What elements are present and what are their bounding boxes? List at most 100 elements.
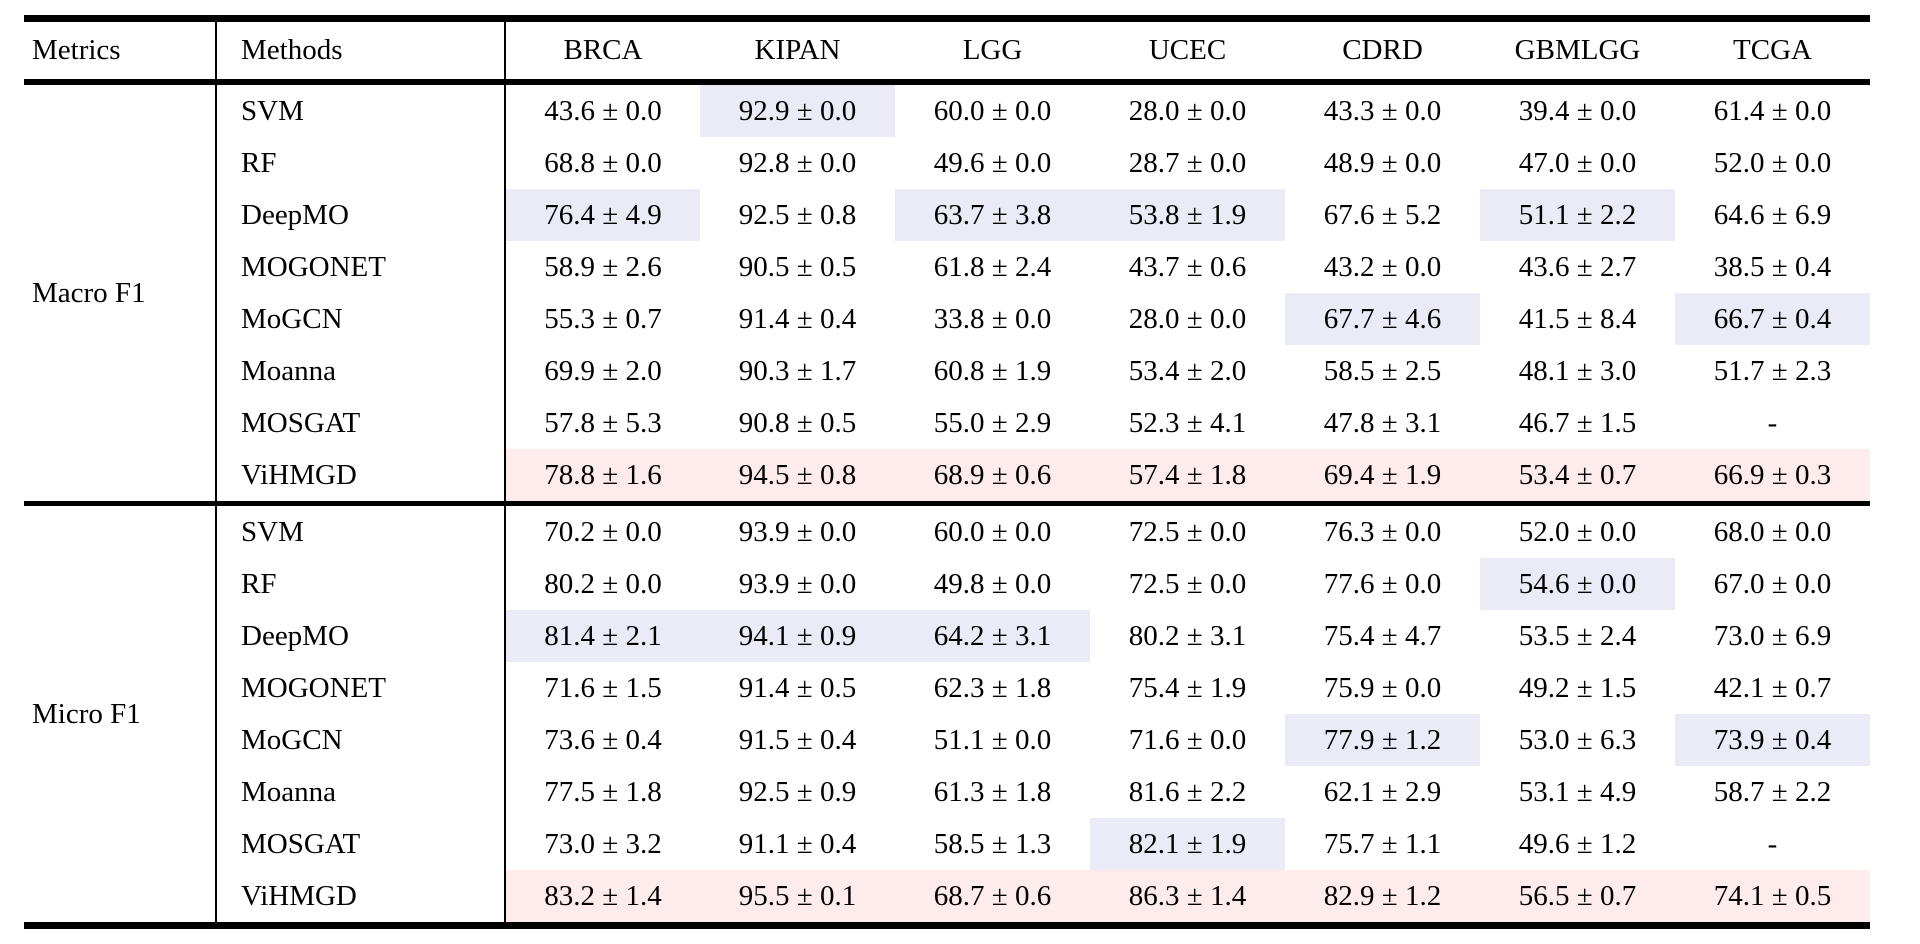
score-cell: 78.8 ± 1.6	[505, 449, 700, 504]
score-cell: 83.2 ± 1.4	[505, 870, 700, 926]
score-cell: 73.9 ± 0.4	[1675, 714, 1870, 766]
table-row: Micro F1 SVM 70.2 ± 0.0 93.9 ± 0.0 60.0 ± 0.…	[24, 501, 1870, 926]
score-cell: 28.7 ± 0.0	[1128, 146, 1247, 179]
table-row: MOGONET 71.6 ± 1.5 91.4 ± 0.5 62.3 ± 1.8 75.…	[24, 662, 1870, 714]
score-cell: 77.6 ± 0.0	[1323, 567, 1442, 600]
table-row: MOGONET 58.9 ± 2.6 90.5 ± 0.5 61.8 ± 2.4 43.…	[24, 241, 1870, 293]
method-name: MoGCN	[216, 293, 506, 345]
table-row: ViHMGD 83.2 ± 1.4 95.5 ± 0.1 68.7 ± 0.6 86.3…	[24, 870, 1870, 926]
score-cell: 49.8 ± 0.0	[933, 567, 1052, 600]
method-name: Moanna	[216, 345, 506, 397]
score-cell: 43.7 ± 0.6	[1128, 250, 1247, 283]
score-cell: -	[1767, 406, 1778, 439]
score-cell: 53.8 ± 1.9	[1090, 189, 1285, 241]
table-row: RF 68.8 ± 0.0 92.8 ± 0.0 49.6 ± 0.0 28.7 ± 0…	[24, 137, 1870, 189]
col-header-gbmlgg: GBMLGG	[1480, 18, 1675, 85]
score-cell: 53.4 ± 0.7	[1480, 449, 1675, 504]
score-cell: 72.5 ± 0.0	[1128, 567, 1247, 600]
score-cell: 80.2 ± 3.1	[1128, 619, 1247, 652]
score-cell: 58.5 ± 2.5	[1323, 354, 1442, 387]
score-cell: 81.6 ± 2.2	[1128, 775, 1247, 808]
score-cell: 54.6 ± 0.0	[1480, 558, 1675, 610]
score-cell: 73.0 ± 3.2	[544, 827, 662, 860]
score-cell: 64.6 ± 6.9	[1713, 198, 1832, 231]
score-cell: 69.4 ± 1.9	[1285, 449, 1480, 504]
method-name: MOGONET	[216, 241, 506, 293]
header-row: Metrics Methods BRCA KIPAN LGG UCEC CDRD…	[24, 18, 1870, 85]
table-header: Metrics Methods BRCA KIPAN LGG UCEC CDRD…	[24, 18, 1870, 85]
score-cell: 53.4 ± 2.0	[1128, 354, 1247, 387]
col-header-kipan: KIPAN	[700, 18, 895, 85]
score-cell: 53.0 ± 6.3	[1518, 723, 1637, 756]
score-cell: 75.9 ± 0.0	[1323, 671, 1442, 704]
micro-f1-section: Micro F1 SVM 70.2 ± 0.0 93.9 ± 0.0 60.0 ± 0.…	[24, 501, 1870, 926]
score-cell: 68.0 ± 0.0	[1675, 501, 1870, 558]
score-cell: 67.0 ± 0.0	[1713, 567, 1832, 600]
metric-label: Micro F1	[24, 501, 217, 926]
score-cell: 52.0 ± 0.0	[1713, 146, 1832, 179]
metric-label: Macro F1	[24, 82, 217, 504]
score-cell: 38.5 ± 0.4	[1713, 250, 1832, 283]
score-cell: 94.5 ± 0.8	[700, 449, 895, 504]
score-cell: 51.1 ± 2.2	[1480, 189, 1675, 241]
score-cell: 95.5 ± 0.1	[700, 870, 895, 926]
score-cell: 67.7 ± 4.6	[1285, 293, 1480, 345]
score-cell: 63.7 ± 3.8	[895, 189, 1090, 241]
score-cell: 80.2 ± 0.0	[544, 567, 662, 600]
score-cell: 92.5 ± 0.9	[738, 775, 857, 808]
score-cell: 58.5 ± 1.3	[933, 827, 1052, 860]
score-cell: 62.1 ± 2.9	[1323, 775, 1442, 808]
score-cell: 62.3 ± 1.8	[933, 671, 1052, 704]
method-name: DeepMO	[216, 610, 506, 662]
score-cell: 90.5 ± 0.5	[738, 250, 857, 283]
score-cell: 47.8 ± 3.1	[1323, 406, 1442, 439]
col-header-brca: BRCA	[505, 18, 700, 85]
score-cell: 91.4 ± 0.5	[738, 671, 857, 704]
score-cell: 42.1 ± 0.7	[1713, 671, 1832, 704]
col-header-ucec: UCEC	[1090, 18, 1285, 85]
method-name: MoGCN	[216, 714, 506, 766]
score-cell: 28.0 ± 0.0	[1128, 302, 1247, 335]
score-cell: 33.8 ± 0.0	[933, 302, 1052, 335]
score-cell: 60.0 ± 0.0	[933, 94, 1052, 127]
method-name: ViHMGD	[216, 870, 506, 926]
method-name: MOGONET	[216, 662, 506, 714]
table-row: RF 80.2 ± 0.0 93.9 ± 0.0 49.8 ± 0.0 72.5 ± 0…	[24, 558, 1870, 610]
method-name: RF	[216, 558, 506, 610]
score-cell: 76.4 ± 4.9	[505, 189, 700, 241]
score-cell: -	[1767, 827, 1778, 860]
score-cell: 55.0 ± 2.9	[933, 406, 1052, 439]
score-cell: 90.3 ± 1.7	[738, 354, 857, 387]
score-cell: 90.8 ± 0.5	[738, 406, 857, 439]
score-cell: 75.7 ± 1.1	[1323, 827, 1442, 860]
score-cell: 61.4 ± 0.0	[1713, 94, 1832, 127]
method-name: DeepMO	[216, 189, 506, 241]
score-cell: 70.2 ± 0.0	[505, 501, 700, 558]
table-row: MoGCN 55.3 ± 0.7 91.4 ± 0.4 33.8 ± 0.0 28.0 …	[24, 293, 1870, 345]
method-name: SVM	[216, 501, 506, 558]
score-cell: 53.5 ± 2.4	[1518, 619, 1637, 652]
score-cell: 93.9 ± 0.0	[738, 567, 857, 600]
method-name: RF	[216, 137, 506, 189]
score-cell: 58.9 ± 2.6	[544, 250, 662, 283]
score-cell: 91.4 ± 0.4	[738, 302, 857, 335]
score-cell: 56.5 ± 0.7	[1480, 870, 1675, 926]
macro-f1-section: Macro F1 SVM 43.6 ± 0.0 92.9 ± 0.0 60.0 ± 0.…	[24, 82, 1870, 504]
score-cell: 53.1 ± 4.9	[1518, 775, 1637, 808]
score-cell: 61.8 ± 2.4	[933, 250, 1052, 283]
results-table: Metrics Methods BRCA KIPAN LGG UCEC CDRD…	[24, 15, 1870, 929]
score-cell: 52.0 ± 0.0	[1480, 501, 1675, 558]
score-cell: 43.6 ± 2.7	[1518, 250, 1637, 283]
col-header-lgg: LGG	[895, 18, 1090, 85]
table-row: MOSGAT 57.8 ± 5.3 90.8 ± 0.5 55.0 ± 2.9 52.3…	[24, 397, 1870, 449]
score-cell: 48.9 ± 0.0	[1323, 146, 1442, 179]
score-cell: 68.9 ± 0.6	[895, 449, 1090, 504]
table-row: DeepMO 81.4 ± 2.1 94.1 ± 0.9 64.2 ± 3.1 80.2…	[24, 610, 1870, 662]
score-cell: 39.4 ± 0.0	[1518, 94, 1637, 127]
score-cell: 43.2 ± 0.0	[1323, 250, 1442, 283]
score-cell: 46.7 ± 1.5	[1518, 406, 1637, 439]
score-cell: 73.0 ± 6.9	[1713, 619, 1832, 652]
score-cell: 43.3 ± 0.0	[1323, 94, 1442, 127]
score-cell: 77.9 ± 1.2	[1285, 714, 1480, 766]
